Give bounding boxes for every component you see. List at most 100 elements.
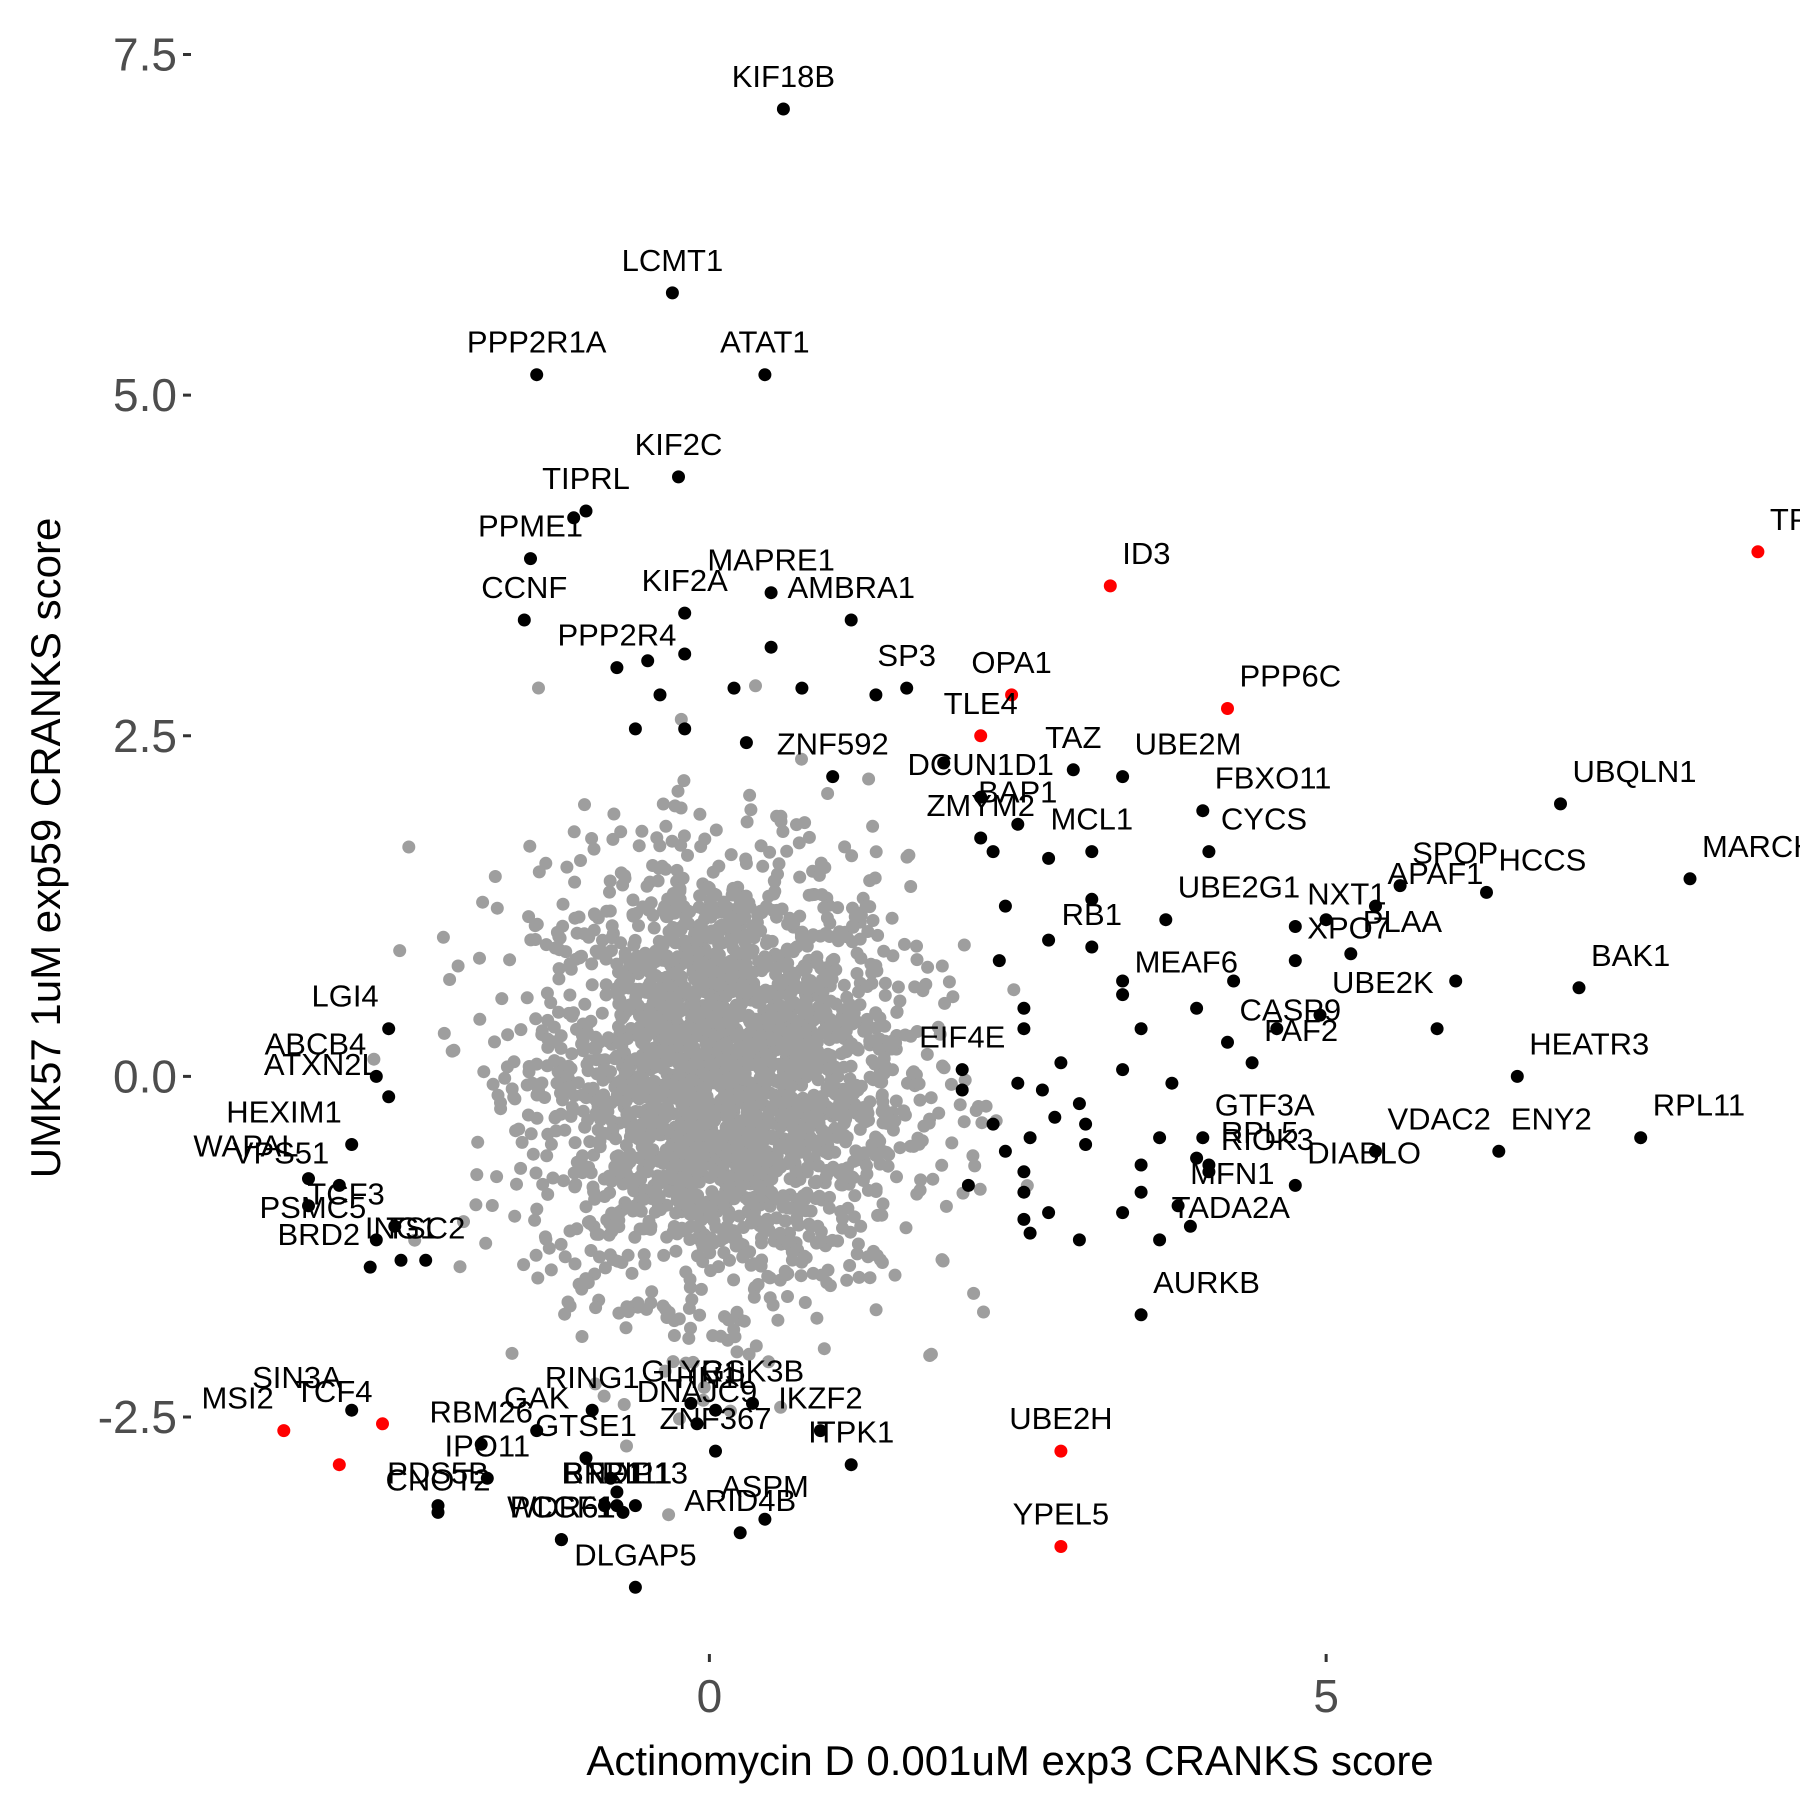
data-point: [382, 1090, 396, 1104]
data-point: [1011, 817, 1025, 831]
data-point: [1171, 1199, 1185, 1213]
point-label: RING1: [545, 1360, 640, 1395]
background-point: [613, 1075, 626, 1089]
background-point: [508, 1209, 522, 1223]
data-point: [628, 1580, 642, 1594]
background-point: [732, 1147, 746, 1161]
background-point: [824, 1074, 838, 1088]
background-point: [781, 1290, 794, 1303]
background-point: [860, 1024, 873, 1038]
background-point: [818, 1003, 831, 1017]
background-point: [868, 871, 882, 885]
background-point: [751, 908, 765, 922]
point-label: ING1: [365, 1210, 437, 1245]
background-point: [530, 1057, 544, 1071]
background-point: [749, 1085, 763, 1099]
background-point: [520, 1078, 534, 1092]
y-tick-label: 5.0: [113, 369, 177, 421]
background-point: [798, 816, 812, 830]
background-point: [667, 1329, 681, 1342]
background-point: [821, 787, 835, 800]
background-point: [443, 973, 457, 986]
background-point: [646, 908, 660, 922]
x-axis-title: Actinomycin D 0.001uM exp3 CRANKS score: [586, 1737, 1433, 1784]
background-point: [542, 1241, 556, 1255]
background-point: [749, 679, 762, 693]
data-point: [1066, 763, 1080, 777]
data-point: [388, 1219, 402, 1233]
background-point: [713, 1165, 727, 1178]
background-point: [579, 1200, 593, 1214]
background-point: [575, 1282, 589, 1296]
background-point: [666, 1077, 680, 1091]
background-point: [684, 1060, 697, 1074]
point-label: TSC2: [386, 1210, 465, 1245]
data-point: [394, 1253, 408, 1267]
background-point: [609, 1132, 623, 1146]
point-label: HN1L: [676, 1360, 755, 1395]
background-point: [763, 845, 777, 859]
point-label: MFN1: [1190, 1156, 1274, 1191]
background-point: [814, 856, 828, 870]
background-point: [790, 1106, 804, 1120]
background-point: [681, 848, 694, 862]
background-point: [755, 1124, 769, 1138]
background-point: [921, 960, 935, 974]
background-point: [907, 1139, 921, 1153]
data-point: [363, 1260, 377, 1274]
background-point: [587, 842, 601, 856]
background-point: [720, 1006, 734, 1020]
background-point: [723, 1107, 737, 1121]
background-point: [847, 1154, 861, 1168]
background-point: [557, 1174, 570, 1188]
background-point: [860, 1167, 874, 1181]
background-point: [541, 1040, 555, 1054]
background-point: [910, 939, 923, 953]
background-point: [785, 1116, 799, 1130]
background-point: [753, 1182, 767, 1196]
background-point: [605, 1174, 618, 1188]
background-point: [683, 1280, 697, 1294]
background-point: [889, 1094, 903, 1108]
background-point: [823, 966, 837, 980]
background-point: [627, 938, 641, 952]
background-point: [687, 991, 701, 1005]
background-point: [567, 1006, 580, 1020]
background-point: [904, 880, 918, 893]
background-point: [722, 1211, 736, 1225]
data-point: [998, 899, 1012, 913]
background-point: [919, 977, 933, 991]
data-point: [1042, 851, 1056, 865]
background-point: [540, 986, 554, 1000]
background-point: [967, 1286, 981, 1300]
background-point: [871, 928, 885, 942]
background-point: [828, 1087, 842, 1101]
point-label: RNF111: [561, 1456, 672, 1491]
background-point: [633, 1169, 647, 1183]
data-point: [678, 606, 692, 620]
background-point: [840, 1011, 854, 1025]
background-point: [766, 1298, 780, 1312]
background-point: [538, 1091, 552, 1104]
background-point: [659, 910, 673, 924]
background-point: [744, 1162, 758, 1176]
background-point: [845, 1037, 859, 1051]
background-point: [510, 1177, 523, 1191]
background-point: [718, 1087, 732, 1101]
point-label: VPS51: [233, 1135, 330, 1170]
background-point: [625, 1082, 639, 1095]
background-point: [862, 772, 876, 786]
background-point: [580, 1025, 594, 1039]
data-point: [431, 1499, 445, 1513]
background-point: [788, 942, 802, 955]
background-point: [621, 1305, 635, 1319]
background-point: [689, 1220, 703, 1234]
background-point: [935, 959, 949, 973]
background-point: [593, 1140, 607, 1154]
background-point: [692, 1175, 706, 1189]
background-point: [651, 874, 665, 888]
point-label: BRD2: [277, 1217, 360, 1252]
background-point: [778, 1214, 792, 1228]
background-point: [726, 1016, 740, 1030]
background-point: [682, 1331, 696, 1345]
